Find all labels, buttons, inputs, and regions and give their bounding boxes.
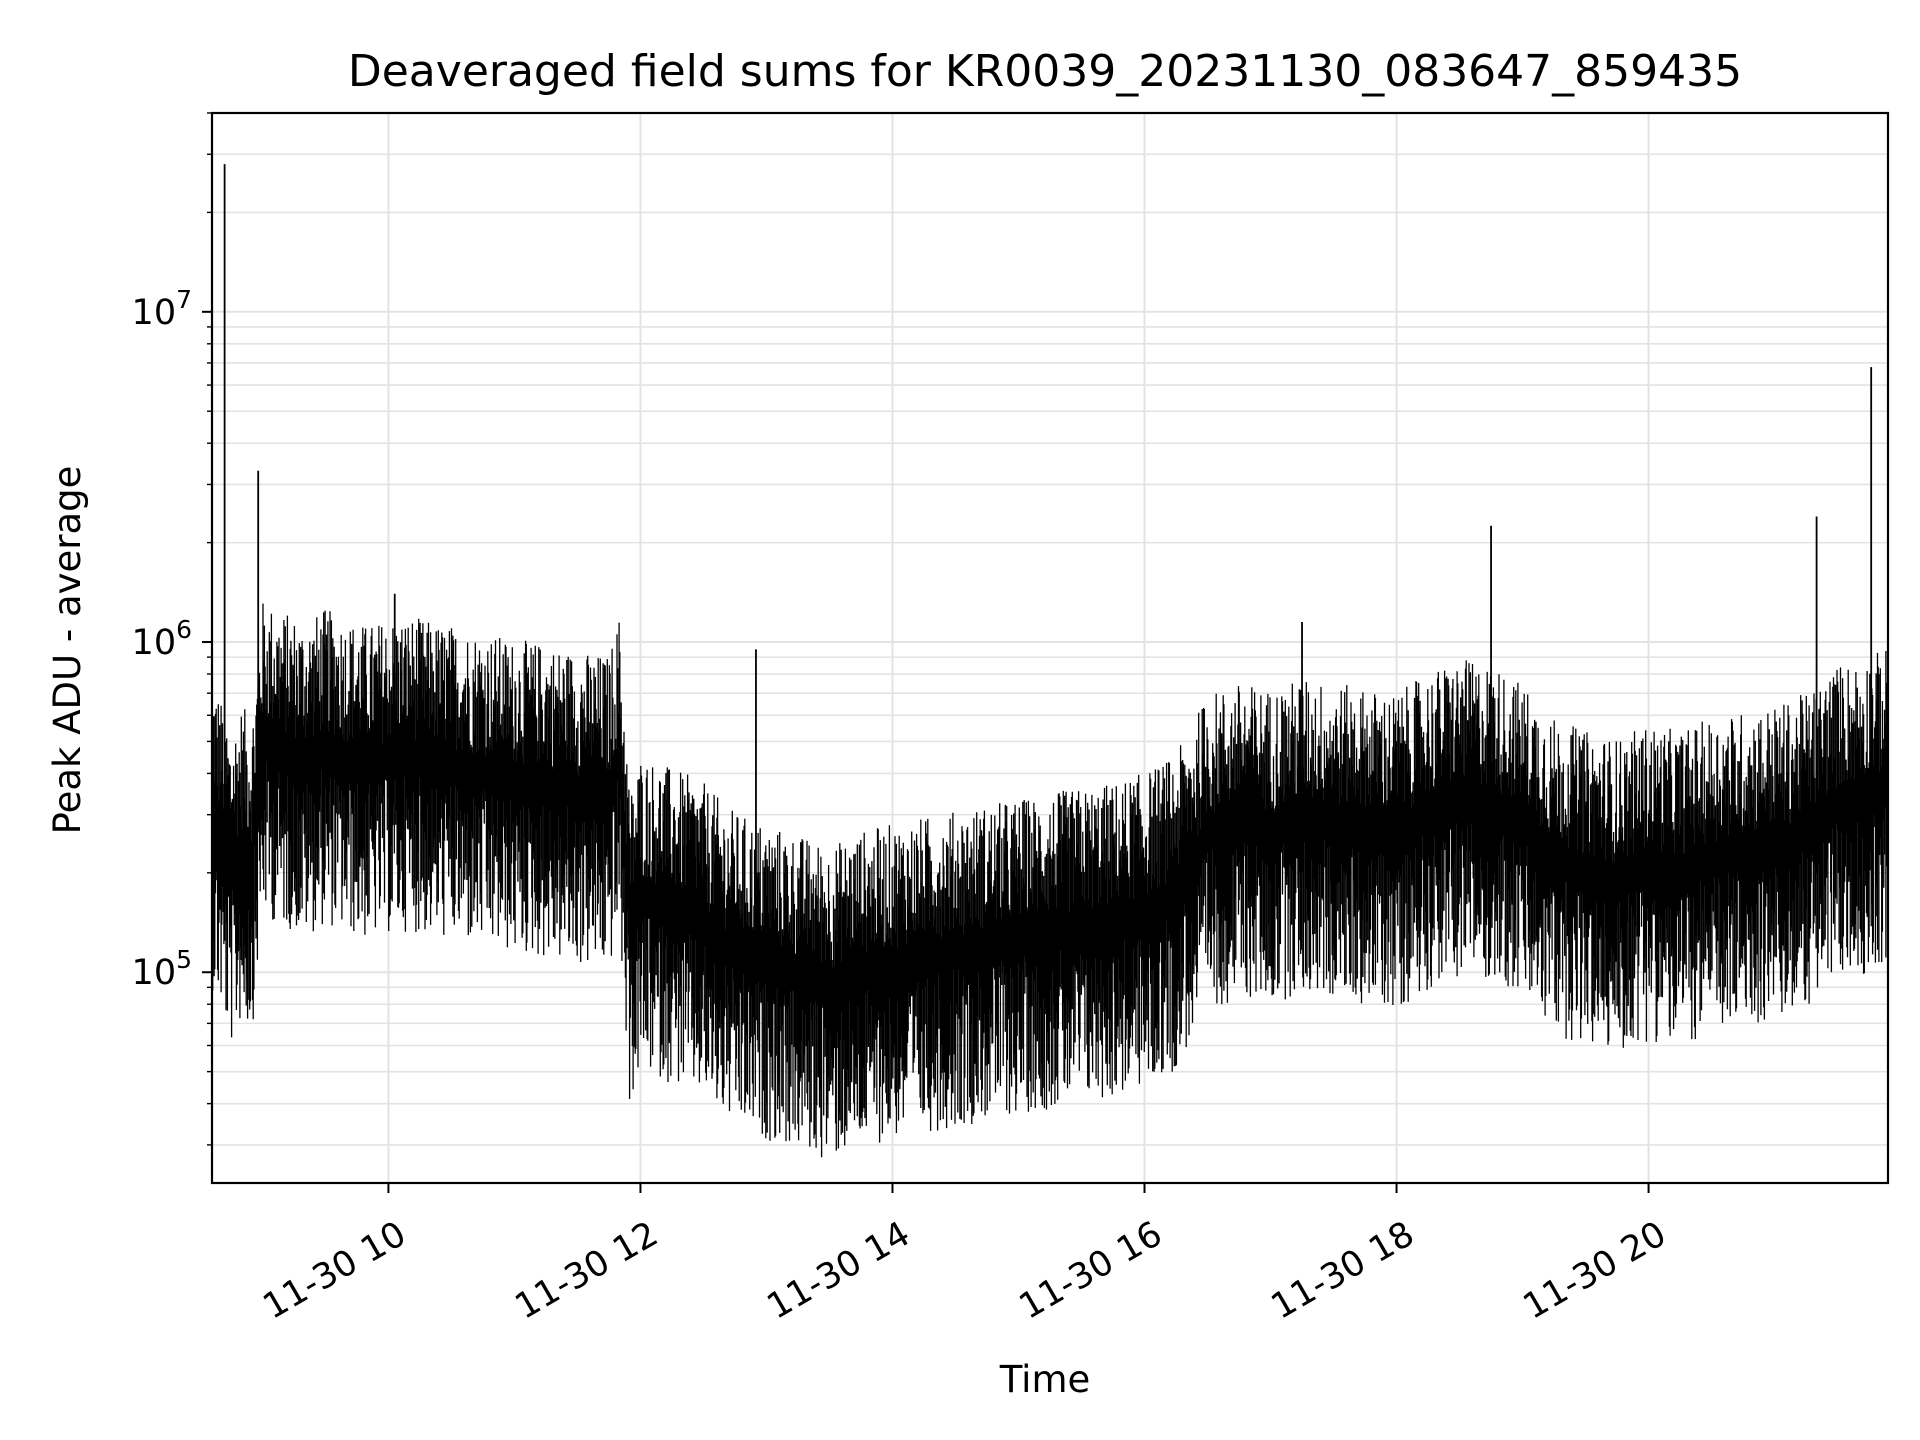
chart-title: Deaveraged field sums for KR0039_2023113… [348, 46, 1742, 97]
y-tick-label: 107 [132, 285, 192, 333]
y-tick-base: 10 [132, 293, 177, 333]
x-axis-label: Time [999, 1358, 1091, 1401]
spike-markers [223, 164, 1873, 962]
y-tick-base: 10 [132, 953, 177, 993]
series-line [211, 740, 1889, 989]
y-tick-base: 10 [132, 623, 177, 663]
y-tick-exponent: 5 [176, 945, 192, 974]
y-tick-exponent: 7 [176, 285, 192, 314]
y-tick-label: 106 [132, 615, 192, 663]
y-axis-label: Peak ADU - average [46, 466, 89, 835]
plot-frame [210, 111, 1890, 1185]
grid-lines [212, 112, 1888, 1183]
y-tick-label: 105 [132, 945, 192, 993]
y-tick-exponent: 6 [176, 615, 192, 644]
